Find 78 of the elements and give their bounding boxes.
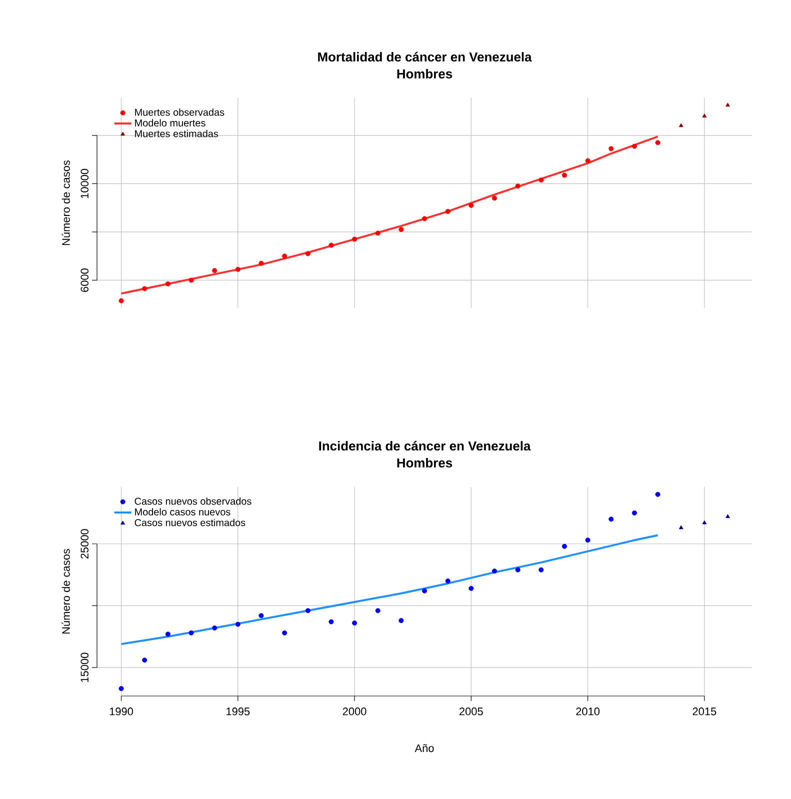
x-tick-label: 2010 bbox=[576, 708, 600, 716]
x-axis-title: Año bbox=[414, 744, 434, 752]
point bbox=[118, 686, 124, 692]
point bbox=[188, 278, 194, 283]
point bbox=[282, 630, 288, 636]
point bbox=[142, 658, 148, 663]
x-tick-label: 1995 bbox=[226, 708, 250, 716]
point bbox=[702, 520, 707, 524]
point bbox=[702, 114, 707, 118]
point bbox=[165, 632, 170, 637]
point bbox=[492, 568, 497, 574]
point bbox=[468, 202, 474, 208]
point bbox=[468, 586, 474, 591]
point bbox=[258, 613, 264, 618]
chart-title: Incidencia de cáncer en Venezuela bbox=[319, 440, 531, 451]
point bbox=[492, 196, 497, 201]
point bbox=[258, 260, 264, 266]
legend-label: Casos nuevos observados bbox=[134, 497, 252, 505]
chart-subtitle: Hombres bbox=[397, 68, 452, 78]
point bbox=[328, 242, 334, 248]
point bbox=[375, 608, 380, 614]
y-tick-label: 6000 bbox=[80, 268, 88, 292]
x-tick-label: 2005 bbox=[460, 708, 483, 716]
point bbox=[655, 140, 660, 146]
point bbox=[398, 227, 404, 232]
point bbox=[165, 281, 170, 286]
point bbox=[352, 236, 358, 242]
point bbox=[212, 268, 218, 274]
x-tick-label: 2015 bbox=[692, 708, 716, 716]
point bbox=[678, 525, 684, 530]
point bbox=[726, 514, 730, 518]
x-tick-label: 2000 bbox=[342, 708, 366, 716]
point bbox=[655, 492, 660, 497]
point bbox=[305, 608, 310, 614]
line-series bbox=[120, 136, 659, 295]
point bbox=[585, 158, 590, 164]
point bbox=[538, 567, 544, 572]
legend-label: Modelo casos nuevos bbox=[135, 508, 230, 516]
y-tick-label: 10000 bbox=[80, 168, 88, 198]
point bbox=[235, 266, 240, 272]
point bbox=[445, 208, 450, 214]
point bbox=[608, 146, 614, 152]
chart-title: Mortalidad de cáncer en Venezuela bbox=[318, 52, 532, 62]
point bbox=[282, 254, 288, 259]
point bbox=[726, 102, 730, 107]
y-tick-label: 25000 bbox=[80, 529, 88, 559]
point bbox=[678, 123, 684, 128]
point bbox=[562, 544, 567, 549]
legend-label: Modelo muertes bbox=[135, 119, 206, 126]
point bbox=[538, 178, 544, 183]
point bbox=[305, 251, 310, 256]
point bbox=[515, 567, 520, 572]
y-axis-title: Número de casos bbox=[62, 548, 70, 634]
point bbox=[608, 516, 614, 522]
point bbox=[188, 630, 194, 636]
legend-label: Muertes observadas bbox=[135, 108, 224, 116]
point bbox=[422, 216, 428, 222]
point bbox=[585, 538, 590, 543]
point bbox=[632, 510, 637, 516]
point bbox=[562, 172, 567, 178]
point bbox=[235, 622, 240, 627]
point bbox=[515, 184, 520, 189]
point bbox=[352, 620, 358, 626]
point bbox=[212, 625, 218, 630]
chart-subtitle: Hombres bbox=[397, 458, 452, 468]
x-tick-label: 1990 bbox=[110, 708, 134, 716]
point bbox=[328, 619, 334, 624]
point bbox=[375, 230, 380, 236]
point bbox=[142, 286, 148, 292]
y-tick-label: 15000 bbox=[80, 652, 88, 682]
point bbox=[398, 618, 404, 624]
point bbox=[632, 144, 637, 149]
point bbox=[118, 298, 124, 304]
point bbox=[445, 578, 450, 584]
legend-label: Muertes estimadas bbox=[135, 130, 218, 138]
y-axis-title: Número de casos bbox=[62, 160, 70, 246]
legend-label: Casos nuevos estimados bbox=[134, 518, 246, 526]
point bbox=[422, 588, 428, 594]
